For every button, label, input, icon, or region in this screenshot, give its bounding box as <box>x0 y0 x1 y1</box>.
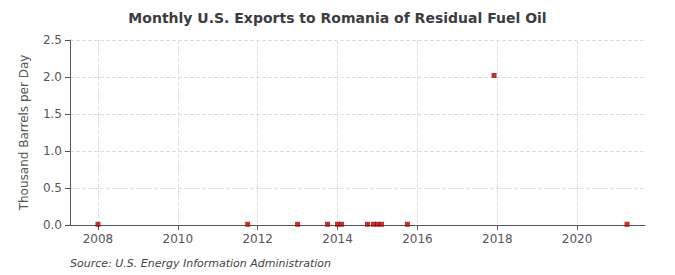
svg-text:Thousand Barrels per Day: Thousand Barrels per Day <box>17 55 31 212</box>
svg-text:Monthly U.S. Exports to Romani: Monthly U.S. Exports to Romania of Resid… <box>128 10 546 26</box>
svg-text:2020: 2020 <box>562 232 593 246</box>
svg-text:2018: 2018 <box>482 232 513 246</box>
svg-text:2010: 2010 <box>163 232 194 246</box>
svg-text:2008: 2008 <box>83 232 114 246</box>
svg-text:2.5: 2.5 <box>43 33 62 47</box>
svg-text:2014: 2014 <box>322 232 353 246</box>
svg-text:1.5: 1.5 <box>43 107 62 121</box>
svg-text:0.0: 0.0 <box>43 218 62 232</box>
svg-text:2016: 2016 <box>402 232 433 246</box>
svg-text:0.5: 0.5 <box>43 181 62 195</box>
svg-text:1.0: 1.0 <box>43 144 62 158</box>
svg-text:Source: U.S. Energy Informatio: Source: U.S. Energy Information Administ… <box>70 257 331 270</box>
svg-text:2.0: 2.0 <box>43 70 62 84</box>
svg-text:2012: 2012 <box>242 232 273 246</box>
